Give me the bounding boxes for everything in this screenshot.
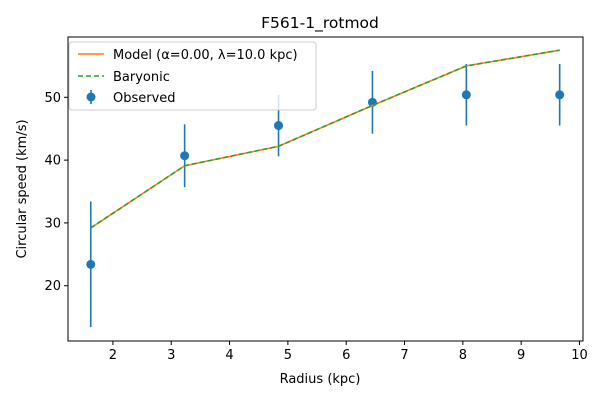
plot-area — [86, 49, 565, 328]
x-tick-label: 8 — [459, 348, 467, 363]
chart-title: F561-1_rotmod — [261, 14, 379, 33]
x-tick-label: 6 — [342, 348, 350, 363]
y-axis-label: Circular speed (km/s) — [15, 119, 30, 258]
y-tick-label: 50 — [44, 91, 61, 106]
baryonic-line — [90, 49, 560, 229]
x-tick-label: 10 — [571, 348, 588, 363]
x-tick-label: 3 — [167, 348, 175, 363]
x-tick-label: 7 — [400, 348, 408, 363]
legend-baryonic-label: Baryonic — [113, 70, 170, 85]
y-tick-label: 20 — [44, 279, 61, 294]
legend-observed-label: Observed — [113, 91, 176, 106]
legend-observed-marker — [86, 92, 96, 102]
observed-point — [274, 121, 284, 131]
observed-point — [86, 259, 96, 269]
x-tick-label: 2 — [109, 348, 117, 363]
x-tick-label: 5 — [284, 348, 292, 363]
legend-model-label: Model (α=0.00, λ=10.0 kpc) — [113, 48, 298, 63]
x-axis-label: Radius (kpc) — [280, 372, 361, 387]
axes-frame — [67, 36, 584, 342]
x-axis: 2 3 4 5 6 7 8 9 10 — [109, 341, 588, 363]
observed-point — [180, 151, 190, 161]
observed-point — [555, 90, 565, 100]
y-tick-label: 40 — [44, 154, 61, 169]
x-tick-label: 4 — [225, 348, 233, 363]
y-axis: 20 30 40 50 — [44, 91, 68, 294]
x-tick-label: 9 — [517, 348, 525, 363]
y-tick-label: 30 — [44, 216, 61, 231]
legend: Model (α=0.00, λ=10.0 kpc) Baryonic Obse… — [68, 41, 317, 111]
observed-point — [461, 90, 471, 100]
legend-frame — [68, 41, 317, 111]
